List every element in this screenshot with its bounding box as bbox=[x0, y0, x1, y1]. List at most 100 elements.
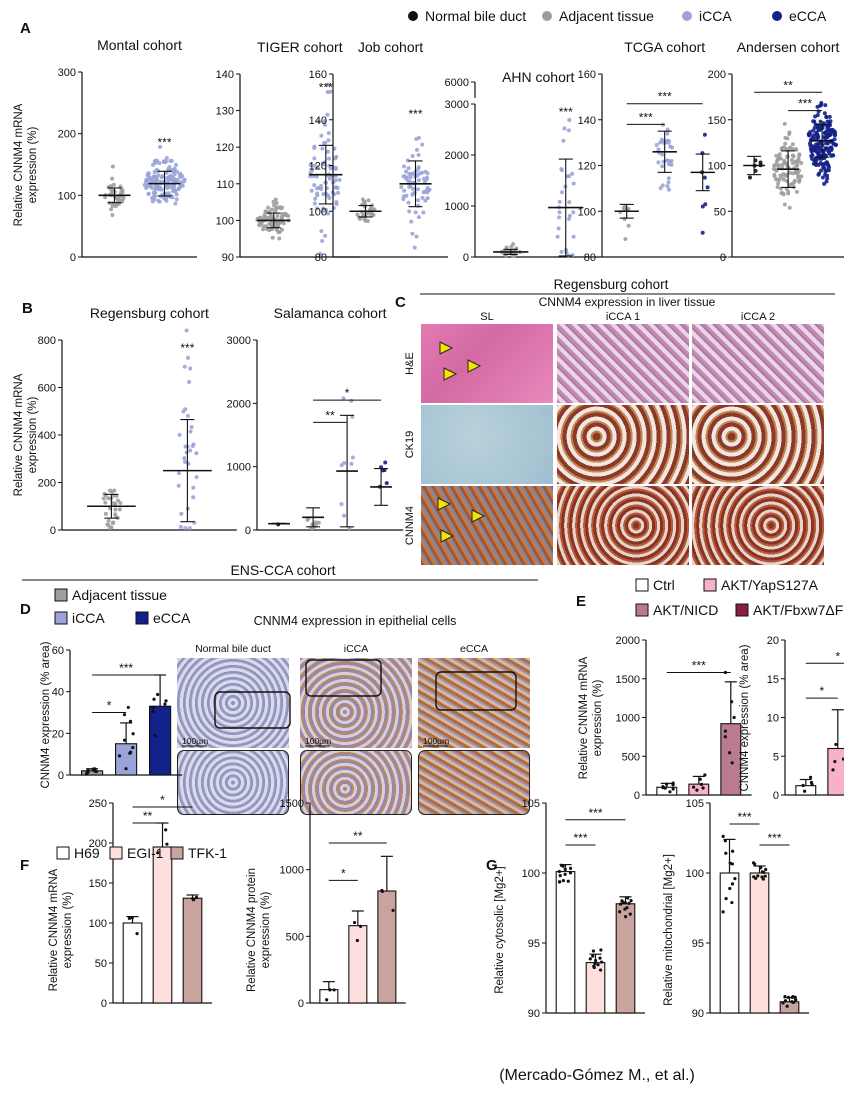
data-point bbox=[783, 141, 788, 146]
data-point bbox=[116, 195, 121, 200]
data-point bbox=[411, 191, 416, 196]
data-point bbox=[151, 196, 156, 201]
data-point bbox=[168, 158, 173, 163]
data-point bbox=[724, 897, 728, 901]
data-point bbox=[128, 719, 133, 723]
data-point bbox=[825, 126, 830, 131]
data-point bbox=[821, 122, 826, 127]
data-point bbox=[164, 155, 169, 160]
data-point bbox=[728, 861, 732, 865]
panel-c-column-label: iCCA 1 bbox=[606, 311, 640, 323]
data-point bbox=[328, 174, 333, 179]
data-point bbox=[312, 144, 317, 149]
data-point bbox=[566, 879, 570, 883]
data-point bbox=[149, 185, 154, 190]
data-point bbox=[185, 413, 190, 418]
data-point bbox=[275, 220, 280, 225]
data-point bbox=[815, 113, 820, 118]
data-point bbox=[332, 988, 336, 992]
data-point bbox=[776, 164, 781, 169]
data-point bbox=[179, 180, 184, 185]
data-point bbox=[829, 146, 834, 151]
data-point bbox=[172, 168, 177, 173]
data-point bbox=[808, 775, 813, 779]
data-point bbox=[315, 191, 320, 196]
data-point bbox=[106, 496, 111, 501]
data-point bbox=[93, 769, 97, 773]
bar bbox=[795, 785, 817, 796]
data-point bbox=[594, 958, 598, 963]
data-point bbox=[814, 130, 819, 135]
data-point bbox=[791, 181, 796, 186]
data-point bbox=[257, 216, 262, 221]
data-point bbox=[813, 159, 818, 164]
data-point bbox=[596, 963, 600, 967]
significance-label: * bbox=[819, 684, 824, 698]
data-point bbox=[185, 444, 190, 449]
y-axis-title: expression (%) bbox=[260, 891, 272, 968]
data-point bbox=[783, 146, 788, 151]
data-point bbox=[502, 249, 507, 254]
legend-label: eCCA bbox=[789, 8, 827, 24]
y-tick-label: 50 bbox=[95, 958, 107, 970]
panel-d-header: ENS-CCA cohort bbox=[230, 562, 335, 578]
data-point bbox=[816, 123, 821, 128]
data-point bbox=[626, 223, 631, 228]
data-point bbox=[785, 164, 790, 169]
data-point bbox=[128, 750, 133, 754]
legend-marker bbox=[682, 11, 692, 21]
data-point bbox=[810, 135, 815, 140]
data-point bbox=[361, 213, 366, 218]
data-point bbox=[131, 745, 135, 750]
data-point bbox=[316, 520, 321, 525]
data-point bbox=[421, 210, 426, 215]
y-tick-label: 160 bbox=[578, 69, 596, 81]
panel-c-row-label: CNNM4 bbox=[404, 506, 416, 545]
data-point bbox=[154, 182, 159, 187]
data-point bbox=[149, 178, 154, 183]
data-point bbox=[312, 146, 317, 151]
legend-label: TFK-1 bbox=[188, 845, 227, 861]
data-point bbox=[178, 524, 183, 529]
data-point bbox=[783, 995, 787, 999]
data-point bbox=[591, 949, 595, 953]
data-point bbox=[816, 162, 821, 167]
chart-g2: 90 95 100 105 *** *** bbox=[686, 798, 809, 1020]
data-point bbox=[102, 491, 107, 496]
data-point bbox=[270, 235, 275, 240]
y-axis-title: Relative CNNM4 mRNA bbox=[578, 656, 590, 779]
data-point bbox=[810, 156, 815, 161]
data-point bbox=[315, 193, 320, 198]
data-point bbox=[771, 167, 776, 172]
data-point bbox=[311, 174, 316, 179]
data-point bbox=[724, 851, 728, 855]
data-point bbox=[103, 511, 108, 516]
data-point bbox=[280, 214, 285, 219]
data-point bbox=[135, 931, 139, 936]
data-point bbox=[327, 163, 332, 168]
y-tick-label: 130 bbox=[216, 106, 234, 118]
data-point bbox=[163, 702, 167, 706]
data-point bbox=[350, 414, 355, 419]
bar bbox=[779, 1001, 800, 1014]
data-point bbox=[828, 128, 833, 133]
data-point bbox=[815, 125, 820, 130]
data-point bbox=[416, 166, 421, 171]
data-point bbox=[723, 735, 727, 739]
data-point bbox=[185, 355, 190, 360]
data-point bbox=[787, 130, 792, 135]
data-point bbox=[316, 119, 321, 124]
data-point bbox=[147, 176, 152, 181]
data-point bbox=[832, 129, 837, 134]
data-point bbox=[187, 526, 192, 531]
data-point bbox=[131, 732, 135, 736]
data-point bbox=[816, 153, 821, 158]
data-point bbox=[557, 210, 562, 215]
data-point bbox=[758, 163, 763, 168]
data-point bbox=[810, 153, 815, 158]
data-point bbox=[152, 169, 157, 174]
data-point bbox=[406, 166, 411, 171]
data-point bbox=[501, 248, 506, 253]
data-point bbox=[320, 161, 325, 166]
